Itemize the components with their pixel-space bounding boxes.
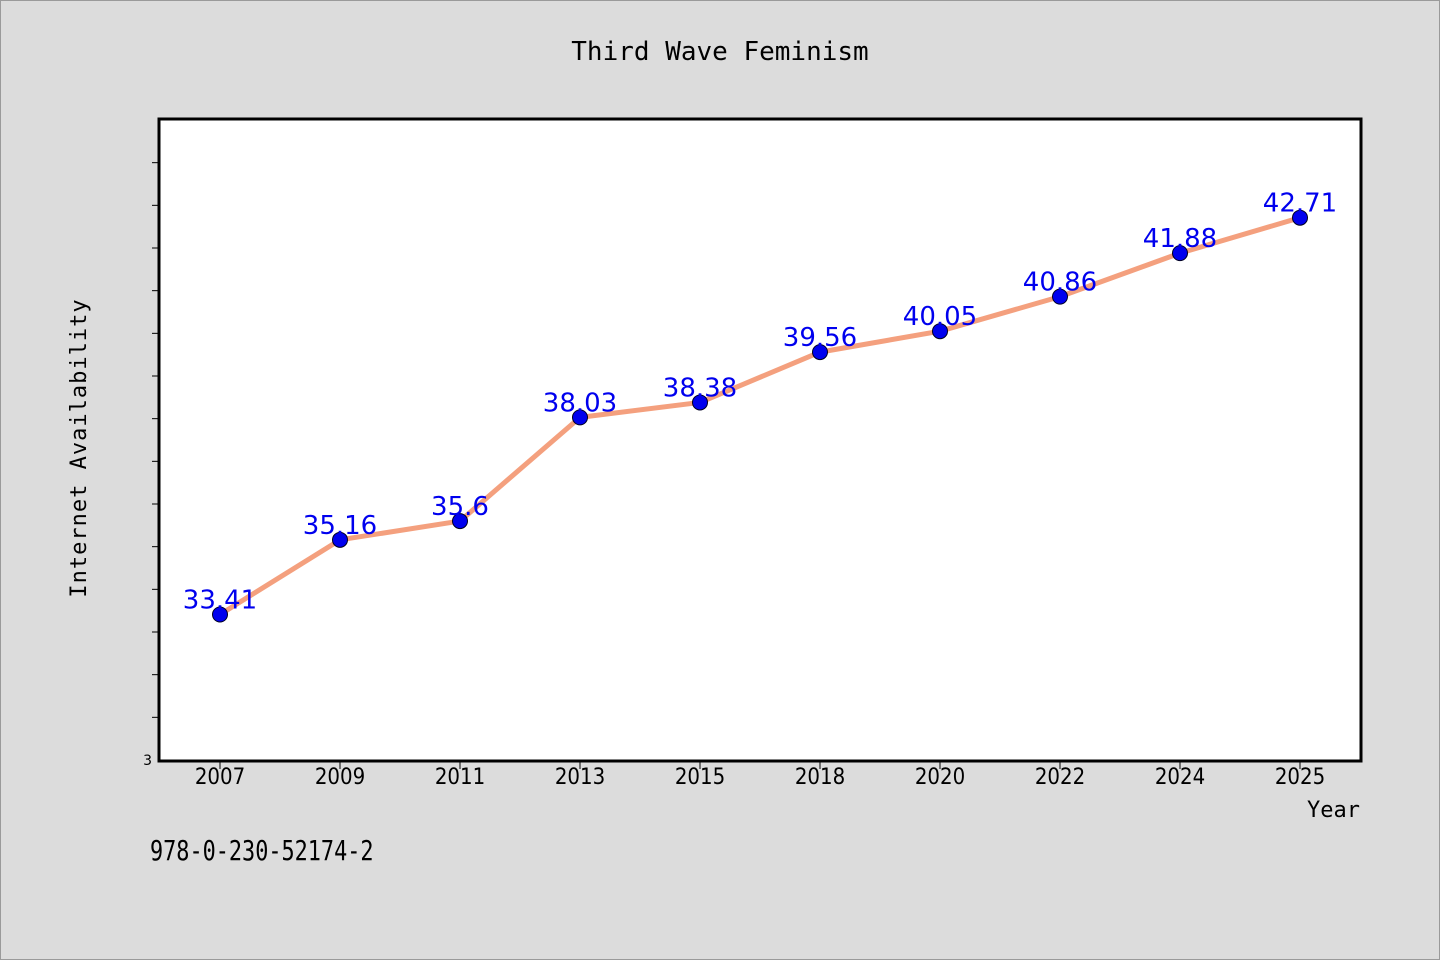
x-tick-label: 2024 (1155, 765, 1205, 790)
data-label: 41.88 (1143, 224, 1217, 254)
data-point (692, 394, 708, 411)
data-label: 33.41 (183, 586, 257, 616)
data-labels: 33.41 35.16 35.6 38.03 38.38 39.56 40.05 40.86 4… (183, 189, 1337, 616)
series-line (217, 215, 1303, 618)
data-label: 42.71 (1263, 189, 1337, 219)
x-tick-label: 2020 (915, 765, 965, 790)
x-tick-label: 2011 (435, 765, 485, 790)
y-axis-ticks: 3 (143, 162, 160, 769)
data-label: 35.16 (303, 511, 377, 541)
data-point (332, 531, 348, 548)
data-point (1292, 209, 1308, 226)
data-label: 38.38 (663, 373, 737, 403)
chart-title: Third Wave Feminism (571, 37, 868, 67)
x-tick-label: 2015 (675, 765, 725, 790)
x-tick-label: 2009 (315, 765, 365, 790)
data-point (452, 513, 468, 530)
y-axis-label: Internet Availability (67, 298, 92, 597)
y-tick-label: 3 (143, 753, 152, 769)
x-tick-label: 2025 (1275, 765, 1325, 790)
data-label: 39.56 (783, 323, 857, 353)
data-label: 40.86 (1023, 268, 1097, 298)
series-markers (212, 209, 1308, 623)
data-point (932, 323, 948, 340)
plot-area (157, 117, 1363, 763)
data-label: 40.05 (903, 302, 977, 332)
x-tick-label: 2018 (795, 765, 845, 790)
data-label: 35.6 (431, 492, 489, 522)
data-point (212, 606, 228, 623)
x-tick-label: 2007 (195, 765, 245, 790)
data-point (812, 344, 828, 361)
footnote-isbn: 978-0-230-52174-2 (150, 834, 374, 867)
x-tick-label: 2022 (1035, 765, 1085, 790)
data-label: 38.03 (543, 388, 617, 418)
data-point (1052, 288, 1068, 305)
data-point (1172, 245, 1188, 262)
x-axis-label: Year (1307, 798, 1360, 823)
x-tick-label: 2013 (555, 765, 605, 790)
data-point (572, 409, 588, 426)
x-axis-ticks: 2007 2009 2011 2013 2015 2018 2020 2022 2024 2025 (195, 760, 1325, 790)
